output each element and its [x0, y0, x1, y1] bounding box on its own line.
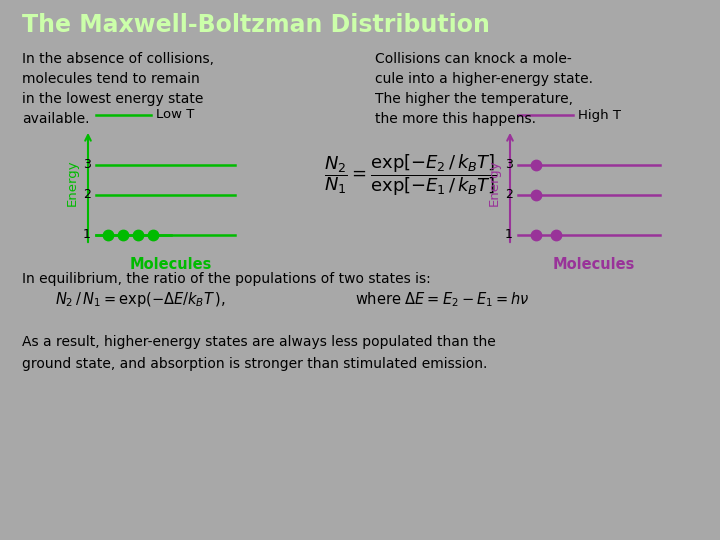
Text: $N_2\,/\,N_1 = \mathrm{exp}(-\Delta E/k_B T\,),$: $N_2\,/\,N_1 = \mathrm{exp}(-\Delta E/k_… [55, 290, 225, 309]
Text: High T: High T [578, 109, 621, 122]
Text: $\dfrac{N_2}{N_1} = \dfrac{\exp\!\left[-E_2\,/\,k_B T\right]}{\exp\!\left[-E_1\,: $\dfrac{N_2}{N_1} = \dfrac{\exp\!\left[-… [323, 152, 497, 198]
Text: Collisions can knock a mole-
cule into a higher-energy state.
The higher the tem: Collisions can knock a mole- cule into a… [375, 52, 593, 126]
Text: Molecules: Molecules [553, 257, 635, 272]
Text: In the absence of collisions,
molecules tend to remain
in the lowest energy stat: In the absence of collisions, molecules … [22, 52, 214, 126]
Text: 2: 2 [83, 188, 91, 201]
Text: As a result, higher-energy states are always less populated than the
ground stat: As a result, higher-energy states are al… [22, 335, 496, 370]
Text: Energy: Energy [66, 159, 78, 206]
Text: The Maxwell-Boltzman Distribution: The Maxwell-Boltzman Distribution [22, 13, 490, 37]
Text: 3: 3 [83, 159, 91, 172]
Text: 2: 2 [505, 188, 513, 201]
Text: 1: 1 [505, 228, 513, 241]
Text: Molecules: Molecules [130, 257, 212, 272]
Text: Energy: Energy [487, 159, 500, 206]
Text: 1: 1 [83, 228, 91, 241]
Text: Low T: Low T [156, 109, 194, 122]
Text: In equilibrium, the ratio of the populations of two states is:: In equilibrium, the ratio of the populat… [22, 272, 431, 286]
Text: where $\Delta E = E_2 - E_1 = h\nu$: where $\Delta E = E_2 - E_1 = h\nu$ [355, 290, 529, 309]
Text: 3: 3 [505, 159, 513, 172]
